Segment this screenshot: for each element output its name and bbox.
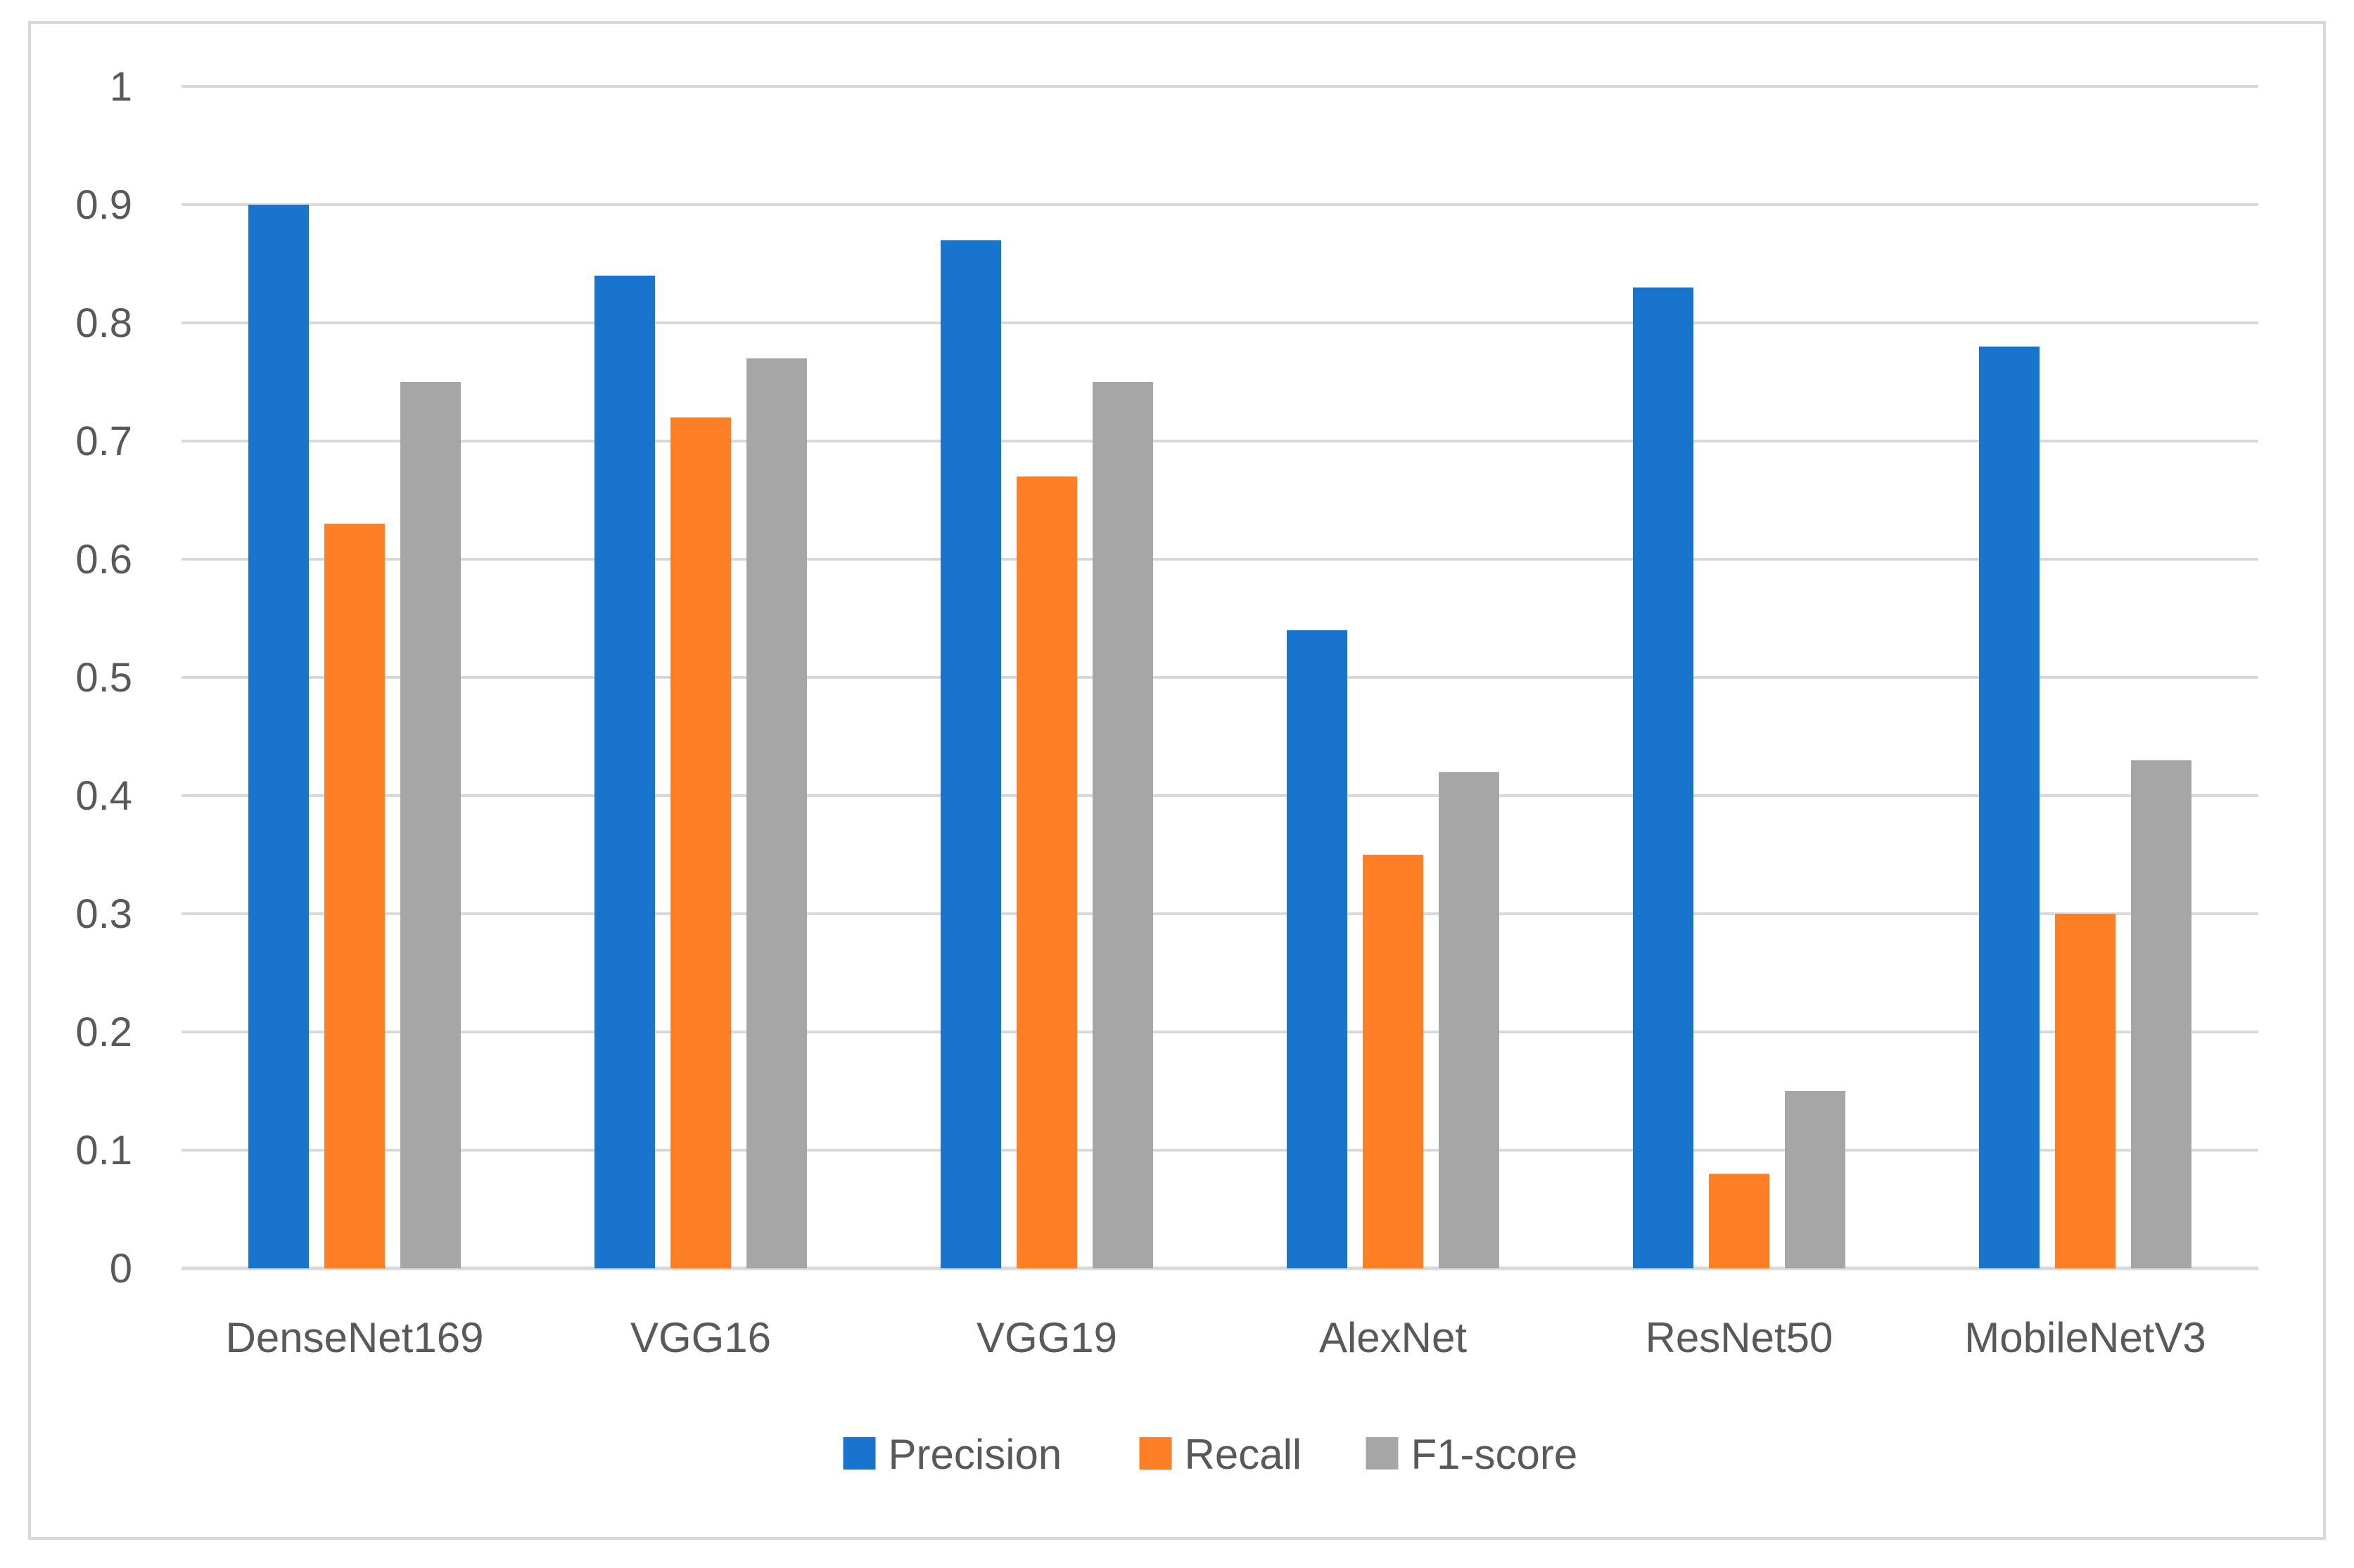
x-tick-label: VGG19 bbox=[976, 1314, 1117, 1361]
bar-f1-score-vgg19 bbox=[1093, 382, 1153, 1268]
bar-precision-alexnet bbox=[1287, 630, 1347, 1268]
y-tick-label: 0 bbox=[110, 1246, 132, 1292]
bar-precision-vgg19 bbox=[941, 240, 1001, 1268]
bar-recall-vgg16 bbox=[670, 417, 731, 1268]
bar-precision-mobilenetv3 bbox=[1979, 346, 2040, 1269]
legend-item-precision: Precision bbox=[843, 1431, 1062, 1478]
x-tick-label: VGG16 bbox=[630, 1314, 771, 1361]
y-tick-label: 0.2 bbox=[75, 1009, 132, 1055]
legend-swatch bbox=[1139, 1437, 1172, 1470]
bar-f1-score-densenet169 bbox=[400, 382, 461, 1268]
bar-recall-densenet169 bbox=[324, 523, 385, 1268]
legend-swatch bbox=[1366, 1437, 1399, 1470]
legend-swatch bbox=[843, 1437, 876, 1470]
y-tick-label: 0.4 bbox=[75, 773, 132, 819]
x-tick-label: DenseNet169 bbox=[226, 1314, 484, 1361]
bars bbox=[248, 205, 2191, 1269]
legend-item-recall: Recall bbox=[1139, 1431, 1302, 1478]
bar-precision-densenet169 bbox=[248, 205, 309, 1268]
bar-precision-resnet50 bbox=[1633, 287, 1693, 1269]
bar-recall-resnet50 bbox=[1709, 1173, 1769, 1268]
legend-label: Recall bbox=[1185, 1431, 1302, 1478]
bar-f1-score-vgg16 bbox=[746, 358, 807, 1268]
x-tick-label: MobileNetV3 bbox=[1964, 1314, 2206, 1361]
x-tick-label: ResNet50 bbox=[1646, 1314, 1833, 1361]
y-tick-label: 0.7 bbox=[75, 419, 132, 464]
legend-item-f1-score: F1-score bbox=[1366, 1431, 1578, 1478]
x-tick-label: AlexNet bbox=[1319, 1314, 1467, 1361]
bar-recall-alexnet bbox=[1363, 855, 1423, 1268]
y-axis-ticks: 0 0.1 0.2 0.3 0.4 0.5 0.6 0.7 0.8 0.9 1 bbox=[75, 64, 132, 1292]
legend: Precision Recall F1-score bbox=[843, 1431, 1578, 1478]
y-tick-label: 0.3 bbox=[75, 891, 132, 937]
gridlines bbox=[182, 85, 2258, 1270]
legend-label: Precision bbox=[889, 1431, 1062, 1478]
x-axis-ticks: DenseNet169 VGG16 VGG19 AlexNet ResNet50 Mobi… bbox=[226, 1314, 2206, 1361]
bar-precision-vgg16 bbox=[594, 275, 655, 1268]
bar-recall-mobilenetv3 bbox=[2055, 914, 2116, 1268]
y-tick-label: 0.8 bbox=[75, 300, 132, 346]
y-tick-label: 1 bbox=[110, 64, 132, 110]
y-tick-label: 0.6 bbox=[75, 537, 132, 582]
bar-f1-score-mobilenetv3 bbox=[2131, 760, 2191, 1268]
y-tick-label: 0.9 bbox=[75, 182, 132, 228]
y-tick-label: 0.5 bbox=[75, 655, 132, 701]
y-tick-label: 0.1 bbox=[75, 1128, 132, 1173]
bar-f1-score-resnet50 bbox=[1785, 1091, 1845, 1268]
bar-f1-score-alexnet bbox=[1439, 772, 1499, 1268]
bar-recall-vgg19 bbox=[1017, 476, 1077, 1268]
legend-label: F1-score bbox=[1411, 1431, 1578, 1478]
